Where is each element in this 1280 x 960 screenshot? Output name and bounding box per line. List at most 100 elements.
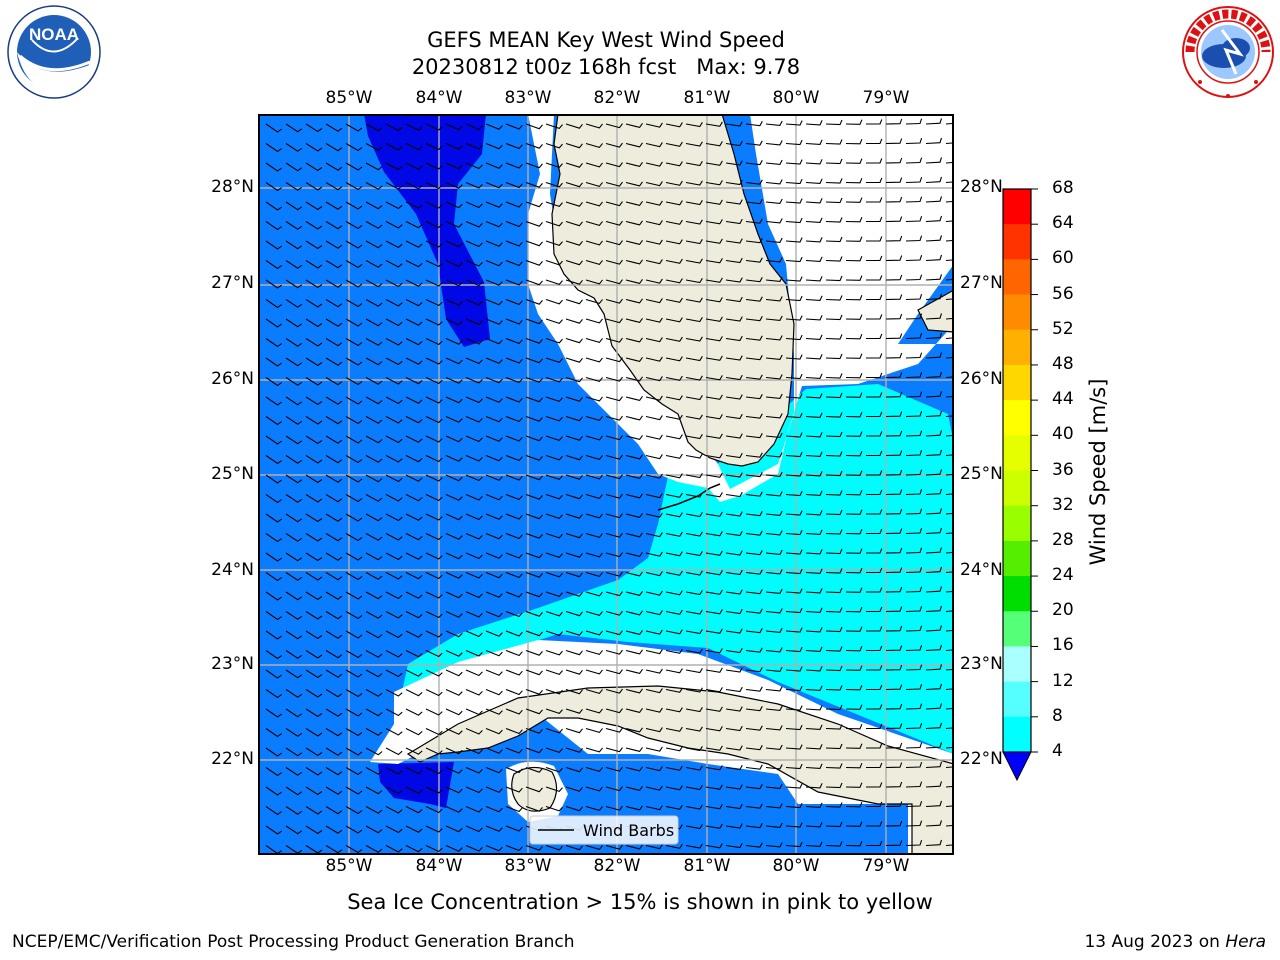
- wind-barb: [705, 472, 723, 478]
- wind-barb: [525, 337, 543, 344]
- wind-barb: [265, 416, 283, 426]
- wind-barb: [845, 158, 863, 164]
- wind-barb: [925, 410, 943, 418]
- wind-barb: [485, 844, 503, 852]
- wind-barb: [385, 435, 403, 444]
- wind-barb: [785, 412, 803, 419]
- lon-label-83w-top: 83°W: [504, 88, 552, 108]
- wind-barb: [645, 688, 663, 694]
- wind-barb: [585, 571, 603, 578]
- wind-barb: [845, 723, 863, 730]
- wind-barb: [745, 277, 763, 283]
- map-title: GEFS MEAN Key West Wind Speed: [427, 28, 785, 52]
- wind-barb: [345, 845, 363, 854]
- wind-barb: [385, 396, 403, 405]
- wind-barb: [725, 140, 743, 147]
- wind-barb: [925, 293, 943, 301]
- wind-barb: [285, 143, 303, 152]
- wind-barb: [925, 118, 943, 125]
- wind-barb: [585, 454, 603, 461]
- wind-barb: [345, 552, 363, 561]
- wind-barb: [765, 140, 783, 146]
- wind-barb: [345, 357, 363, 366]
- wind-barb: [265, 182, 283, 192]
- wind-barb: [485, 415, 503, 423]
- wind-barb: [605, 240, 623, 246]
- wind-barb: [265, 689, 283, 699]
- wind-barb: [565, 474, 583, 480]
- wind-barb: [345, 708, 363, 717]
- wind-barb: [405, 377, 423, 385]
- wind-barb: [345, 182, 363, 191]
- wind-barb: [605, 669, 623, 675]
- wind-barb: [465, 844, 483, 852]
- map-graticule: [258, 114, 954, 855]
- wind-barb: [545, 435, 563, 442]
- wind-barbs-legend: Wind Barbs: [529, 815, 679, 845]
- wind-barb: [765, 335, 783, 341]
- wind-barb: [665, 843, 683, 849]
- wind-barb: [665, 629, 683, 635]
- wind-barb: [866, 236, 883, 242]
- wind-barb: [925, 332, 943, 340]
- wind-barb: [545, 591, 563, 598]
- wind-barb: [525, 240, 543, 247]
- wind-barb: [685, 531, 703, 537]
- wind-barb: [785, 198, 803, 204]
- wind-barb: [525, 142, 543, 149]
- wind-barb: [385, 299, 403, 307]
- lon-label-84w-bottom: 84°W: [415, 856, 463, 876]
- wind-barb: [565, 454, 583, 461]
- wind-barb: [385, 377, 403, 385]
- wind-barb: [505, 747, 523, 754]
- wind-barb: [285, 825, 303, 835]
- wind-barb: [605, 591, 623, 597]
- wind-barb: [805, 685, 823, 691]
- wind-barb: [805, 841, 823, 847]
- wind-barb: [285, 260, 303, 269]
- land-cuba: [406, 685, 954, 855]
- wind-barb: [545, 318, 563, 325]
- wind-barb: [425, 611, 443, 619]
- wind-barb: [565, 727, 583, 734]
- wind-barb: [345, 377, 363, 386]
- wind-barb: [545, 259, 563, 266]
- colorbar-cell: [1003, 681, 1031, 718]
- wind-barb: [305, 806, 323, 815]
- wind-barb: [345, 728, 363, 737]
- wind-barb: [725, 569, 743, 576]
- wind-barb: [765, 491, 783, 497]
- wind-barb: [445, 298, 463, 306]
- wind-barb: [425, 221, 443, 229]
- wind-barb: [645, 707, 663, 713]
- wind-barb: [805, 588, 823, 594]
- wind-barb: [365, 533, 383, 541]
- wind-barb: [605, 435, 623, 441]
- wind-barb: [265, 650, 283, 660]
- wind-barb: [845, 606, 863, 613]
- wind-barb: [645, 766, 663, 772]
- wind-barb: [825, 314, 843, 321]
- wind-barb: [445, 162, 463, 170]
- footer-date: 13 Aug 2023 on Hera: [1084, 932, 1266, 952]
- wind-barb: [585, 532, 603, 539]
- wind-barb: [405, 494, 423, 502]
- wind-barb: [885, 469, 903, 476]
- wind-barb: [625, 161, 643, 168]
- wind-barb: [605, 181, 623, 187]
- wind-barb: [325, 533, 343, 542]
- wind-barb: [705, 492, 723, 498]
- wind-barb: [565, 220, 583, 227]
- wind-barb: [945, 532, 954, 535]
- wind-barb: [325, 377, 343, 386]
- wind-barb: [445, 337, 463, 345]
- wind-barb: [345, 162, 363, 171]
- wind-barb: [265, 786, 283, 796]
- lon-label-85w-bottom: 85°W: [325, 856, 373, 876]
- wind-barb: [885, 820, 903, 827]
- wind-barb: [385, 474, 403, 483]
- wind-barb: [545, 727, 563, 734]
- wind-barb: [725, 725, 743, 732]
- footer-org: NCEP/EMC/Verification Post Processing Pr…: [12, 932, 575, 952]
- wind-barb: [425, 201, 443, 209]
